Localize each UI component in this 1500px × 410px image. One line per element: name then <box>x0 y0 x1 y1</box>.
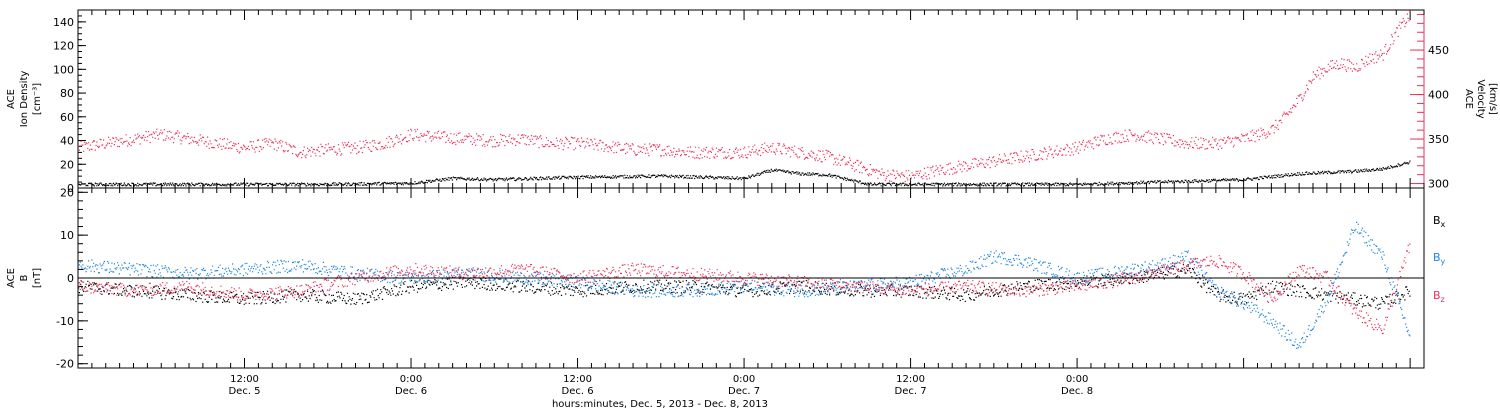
field-series-by <box>78 221 1411 349</box>
top-right-ylabel-line2: Velocity <box>1475 79 1486 118</box>
x-tick-time: 12:00 <box>230 374 259 385</box>
field-series-bx <box>78 264 1411 310</box>
top-left-ylabel-line1: ACE <box>6 89 17 109</box>
top-right-ytick-label: 400 <box>1428 89 1449 102</box>
bottom-ytick-label: -10 <box>56 315 74 328</box>
x-tick-date: Dec. 7 <box>728 386 760 397</box>
bottom-ytick-label: -20 <box>56 358 74 371</box>
top-left-ytick-label: 0 <box>67 182 74 195</box>
top-left-ytick-label: 100 <box>53 63 74 76</box>
top-left-ylabel-line3: [cm⁻³] <box>32 83 43 115</box>
top-left-ytick-label: 20 <box>60 158 74 171</box>
legend-bz: Bz <box>1433 289 1445 304</box>
bottom-ylabel-line1: ACE <box>6 268 17 288</box>
bottom-ylabel-line3: [nT] <box>32 268 43 288</box>
top-left-ytick-label: 140 <box>53 16 74 29</box>
density-series <box>78 160 1411 187</box>
x-tick-time: 0:00 <box>733 374 755 385</box>
x-tick-time: 0:00 <box>400 374 422 385</box>
x-tick-date: Dec. 6 <box>562 386 594 397</box>
top-right-ytick-label: 350 <box>1428 133 1449 146</box>
bottom-ytick-label: 10 <box>60 229 74 242</box>
top-left-ytick-label: 40 <box>60 135 74 148</box>
top-panel-data <box>78 10 1411 187</box>
bottom-panel-data <box>78 221 1411 349</box>
legend-bx: Bx <box>1433 214 1446 229</box>
top-left-ytick-label: 60 <box>60 111 74 124</box>
top-right-ytick-label: 450 <box>1428 44 1449 57</box>
x-tick-date: Dec. 5 <box>228 386 260 397</box>
legend-by: By <box>1433 251 1446 266</box>
x-axis-label: hours:minutes, Dec. 5, 2013 - Dec. 8, 20… <box>552 399 768 410</box>
bottom-ytick-label: 20 <box>60 186 74 199</box>
bottom-ytick-label: 0 <box>67 272 74 285</box>
top-left-ytick-label: 80 <box>60 87 74 100</box>
x-tick-time: 0:00 <box>1066 374 1088 385</box>
top-right-ytick-label: 300 <box>1428 178 1449 191</box>
velocity-series <box>78 10 1411 182</box>
top-left-ylabel-line2: Ion Density <box>19 71 30 128</box>
top-panel-frame <box>77 9 1425 189</box>
x-tick-date: Dec. 8 <box>1061 386 1093 397</box>
x-tick-time: 12:00 <box>896 374 925 385</box>
top-right-ylabel-line1: ACE <box>1463 89 1474 109</box>
top-right-ylabel-line3: [km/s] <box>1487 83 1498 115</box>
tick-marks: 020406080100120140300350400450-20-100102… <box>53 9 1449 371</box>
top-left-ytick-label: 120 <box>53 40 74 53</box>
x-tick-date: Dec. 7 <box>895 386 927 397</box>
x-tick-date: Dec. 6 <box>395 386 427 397</box>
x-tick-time: 12:00 <box>563 374 592 385</box>
bottom-ylabel-line2: B <box>19 274 30 281</box>
